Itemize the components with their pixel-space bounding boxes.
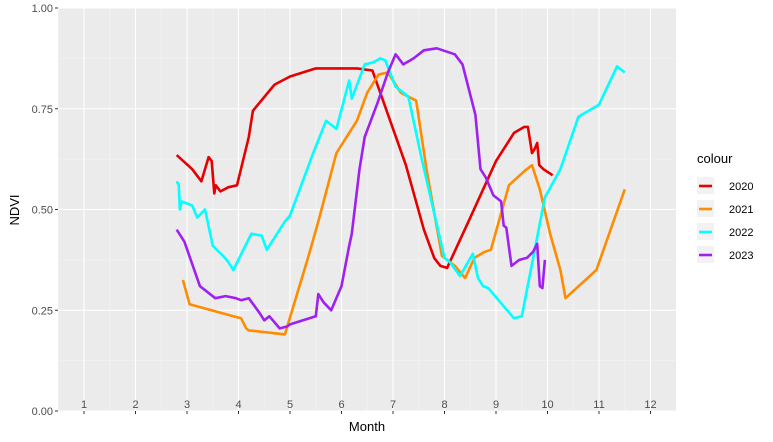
x-tick-label-0: 1 [81,399,87,411]
series-line-2020 [175,67,554,270]
x-tick-label-9: 10 [541,399,553,411]
x-tick-label-8: 9 [493,399,499,411]
y-tick-label-1: 0.25 [32,305,53,317]
x-tick-label-10: 11 [593,399,604,411]
grid-major [58,7,676,412]
legend-title: colour [697,151,733,166]
x-tick-label-5: 6 [338,399,344,411]
legend-label-2022: 2022 [729,227,753,239]
y-axis-title: NDVI [7,194,22,225]
x-tick-label-11: 12 [644,399,656,411]
legend: colour 2020 2021 2022 2023 [697,151,753,263]
series-lines [175,47,627,336]
x-axis: 1 2 3 4 5 6 7 8 9 10 11 12 [81,399,657,414]
series-line-2023 [175,47,547,330]
y-tick-label-0: 0.00 [32,406,53,418]
y-axis: 0.00 0.25 0.50 0.75 1.00 [32,3,58,418]
series-line-2021 [181,71,627,336]
x-axis-title: Month [349,419,385,434]
x-tick-label-2: 3 [184,399,190,411]
y-tick-label-4: 1.00 [32,3,53,15]
x-tick-label-4: 5 [287,399,293,411]
y-tick-label-3: 0.75 [32,104,53,116]
series-line-2022 [175,57,626,320]
legend-label-2020: 2020 [729,181,753,193]
legend-label-2021: 2021 [729,204,753,216]
x-tick-label-1: 2 [132,399,138,411]
x-tick-label-3: 4 [235,399,241,411]
x-tick-label-6: 7 [390,399,396,411]
y-tick-label-2: 0.50 [32,205,53,217]
x-tick-label-7: 8 [441,399,447,411]
legend-label-2023: 2023 [729,250,753,262]
